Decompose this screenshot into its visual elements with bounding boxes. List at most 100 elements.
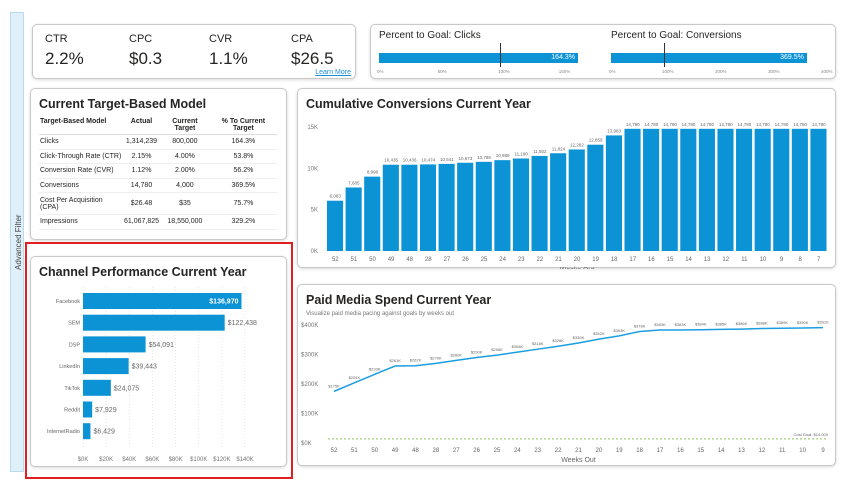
- x-tick-label: $60K: [145, 457, 159, 463]
- x-tick-label: 50: [371, 448, 378, 454]
- goal-tick-label: 0%: [609, 69, 616, 74]
- learn-more-link[interactable]: Learn More: [315, 69, 351, 76]
- x-tick-label: 8: [798, 257, 802, 263]
- table-cell: 369.5%: [209, 178, 277, 194]
- paid-media-chart: $0K $100K $200K $300K $400K Cost Goal: $14,00…: [301, 320, 829, 464]
- advanced-filter-label: Advanced Filter: [14, 214, 23, 270]
- kpi-ctr: CTR 2.2%: [45, 33, 84, 69]
- data-label: 14,780: [737, 122, 751, 127]
- goal-progress-bar: 369.5%: [611, 53, 807, 63]
- x-tick-label: 48: [412, 448, 419, 454]
- category-label: InternetRadio: [47, 429, 80, 435]
- x-tick-label: 23: [518, 257, 525, 263]
- col-header[interactable]: Actual: [122, 116, 161, 135]
- kpi-cpa: CPA $26.5: [291, 33, 334, 69]
- data-label: $384K: [695, 322, 707, 327]
- table-row: Conversion Rate (CVR) 1.12% 2.00% 56.2%: [39, 163, 277, 179]
- x-tick-label: $40K: [122, 457, 136, 463]
- bar: [345, 187, 362, 251]
- data-label: $298K: [491, 347, 503, 352]
- col-header[interactable]: % To Current Target: [209, 116, 277, 135]
- data-label: 11,502: [533, 149, 547, 154]
- data-label: $54,091: [149, 342, 174, 349]
- data-label: $175K: [328, 383, 340, 388]
- data-label: 10,673: [459, 156, 473, 161]
- category-label: SEM: [68, 321, 80, 327]
- col-header[interactable]: Current Target: [160, 116, 210, 135]
- y-tick-label: 10K: [307, 166, 318, 172]
- data-label: 10,435: [384, 158, 398, 163]
- category-label: LinkedIn: [59, 364, 80, 370]
- table-cell: $35: [160, 192, 210, 215]
- data-label: 14,780: [719, 122, 733, 127]
- table-cell: Clicks: [39, 134, 123, 150]
- kpi-label: CTR: [45, 33, 68, 45]
- table-cell: 4,000: [160, 178, 210, 194]
- x-tick-label: 21: [555, 257, 562, 263]
- x-tick-label: 27: [453, 448, 460, 454]
- goal-target-line: [500, 43, 502, 67]
- table-cell: 1,314,239: [122, 134, 161, 150]
- bar: [661, 128, 678, 251]
- bar: [83, 336, 146, 353]
- x-tick-label: 18: [611, 257, 618, 263]
- x-tick-label: 17: [657, 448, 664, 454]
- data-label: $262K: [410, 358, 422, 363]
- target-model-title: Current Target-Based Model: [39, 97, 207, 111]
- x-tick-label: 17: [629, 257, 636, 263]
- table-cell: 164.3%: [209, 134, 277, 150]
- kpi-label: CVR: [209, 33, 233, 45]
- cumulative-conversions-title: Cumulative Conversions Current Year: [306, 97, 531, 111]
- data-label: $204K: [349, 375, 361, 380]
- x-tick-label: 16: [648, 257, 655, 263]
- bar: [457, 162, 474, 251]
- data-label: $39,443: [132, 364, 157, 371]
- goal-clicks-title: Percent to Goal: Clicks: [379, 30, 481, 41]
- bar: [605, 135, 622, 251]
- goal-tick-label: 150%: [558, 69, 571, 74]
- spend-line: [333, 326, 824, 393]
- bar: [568, 149, 585, 251]
- paid-media-subtitle: Visualize paid media pacing against goal…: [306, 311, 454, 317]
- table-cell: Click-Through Rate (CTR): [39, 149, 123, 165]
- data-label: 11,824: [552, 146, 566, 151]
- x-tick-label: 26: [462, 257, 469, 263]
- bar: [382, 164, 399, 251]
- data-label: $339K: [573, 335, 585, 340]
- x-tick-label: 13: [738, 448, 745, 454]
- x-tick-label: 12: [759, 448, 766, 454]
- data-label: $6,429: [93, 429, 115, 436]
- bar: [587, 144, 604, 251]
- data-label: 14,780: [700, 122, 714, 127]
- bar: [401, 164, 418, 251]
- table-cell: 14,780: [122, 178, 161, 194]
- category-label: TikTok: [64, 386, 80, 392]
- data-label: $7,929: [95, 407, 117, 414]
- advanced-filter-pane[interactable]: Advanced Filter: [10, 12, 24, 472]
- goal-tick-label: 100%: [662, 69, 674, 74]
- goal-conversions-title: Percent to Goal: Conversions: [611, 30, 742, 41]
- data-label: $270K: [430, 355, 442, 360]
- data-label: $352K: [593, 331, 605, 336]
- y-tick-label: $200K: [301, 382, 318, 388]
- bar: [419, 164, 437, 251]
- x-tick-label: 15: [667, 257, 674, 263]
- data-label: 11,190: [515, 151, 529, 156]
- x-tick-label: 21: [575, 448, 582, 454]
- bar: [773, 128, 790, 251]
- col-header[interactable]: Target-Based Model: [39, 116, 123, 135]
- table-cell: 53.8%: [209, 149, 277, 165]
- data-label: 14,780: [775, 122, 789, 127]
- x-tick-label: 26: [473, 448, 480, 454]
- data-label: $383K: [675, 322, 687, 327]
- x-tick-label: $140K: [236, 457, 253, 463]
- kpi-value: $26.5: [291, 49, 334, 68]
- table-cell: 800,000: [160, 134, 210, 150]
- table-row: Clicks 1,314,239 800,000 164.3%: [39, 134, 277, 150]
- x-tick-label: 15: [697, 448, 704, 454]
- bar: [791, 128, 808, 251]
- x-tick-label: 23: [534, 448, 541, 454]
- x-tick-label: 28: [425, 257, 432, 263]
- goal-target-line: [664, 43, 665, 67]
- bar: [83, 358, 129, 375]
